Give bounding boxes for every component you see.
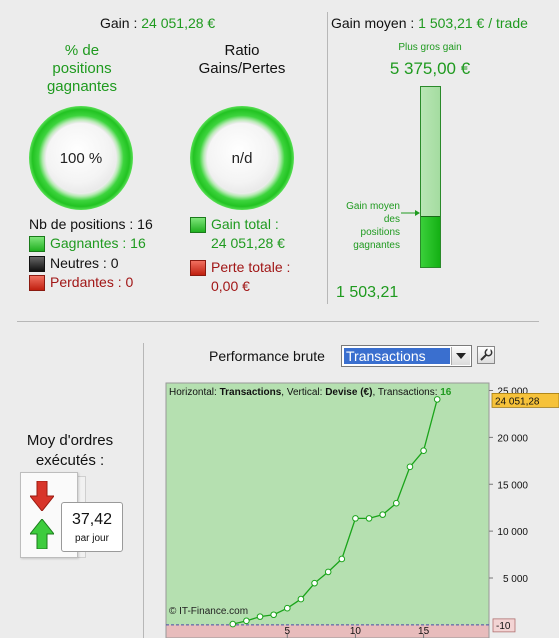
data-point xyxy=(338,555,346,563)
perte-totale-swatch xyxy=(190,260,206,276)
plus-gros-gain-label: Plus gros gain xyxy=(398,42,462,53)
ratio-donut: n/d xyxy=(190,106,294,210)
gain-moyen-label: Gain moyen : xyxy=(331,15,419,31)
orders-title-line-2: exécutés : xyxy=(35,452,105,469)
gain-moyen-line-3: positions xyxy=(360,227,400,238)
gain-moyen-arrow-icon xyxy=(401,210,420,216)
perte-totale-label: Perte totale : xyxy=(211,259,291,275)
gain-total-label: Gain total : xyxy=(211,216,279,232)
data-point xyxy=(393,499,400,507)
chart-header-part-1: Horizontal: xyxy=(169,387,220,398)
x-tick-label: 10 xyxy=(350,626,362,637)
orders-title: Moy d'ordres exécutés : xyxy=(8,431,132,471)
pct-title-line-3: gagnantes xyxy=(46,78,118,95)
perdantes-label: Perdantes : 0 xyxy=(50,274,134,290)
gain-header: Gain : 24 051,28 € xyxy=(100,15,215,31)
gain-moyen-positions-label: Gain moyen des positions gagnantes xyxy=(336,200,400,252)
data-point xyxy=(379,511,386,518)
chart-header: Horizontal: Transactions, Vertical: Devi… xyxy=(169,387,452,398)
gain-bar xyxy=(420,86,441,268)
data-point xyxy=(243,617,250,625)
vertical-divider-bottom xyxy=(143,343,144,638)
plus-gros-gain-value: 5 375,00 € xyxy=(389,59,471,78)
orders-title-line-1: Moy d'ordres xyxy=(26,432,114,449)
pct-title-line-1: % de xyxy=(64,42,100,59)
plot-positive-area xyxy=(166,383,489,625)
data-point xyxy=(256,613,264,620)
gain-moyen-line-4: gagnantes xyxy=(353,240,400,251)
baseline-label: -10 xyxy=(496,621,511,632)
neutres-label: Neutres : 0 xyxy=(50,255,119,271)
chart-header-part-6: 16 xyxy=(440,387,452,398)
gain-value: 24 051,28 € xyxy=(141,15,216,31)
gagnantes-label: Gagnantes : 16 xyxy=(50,235,146,251)
gain-moyen-bottom-value: 1 503,21 xyxy=(336,284,399,301)
data-point xyxy=(365,515,373,522)
data-point xyxy=(270,611,277,619)
ratio-title-line-1: Ratio xyxy=(224,42,260,59)
gain-moyen-value: 1 503,21 € / trade xyxy=(418,15,528,31)
chart-header-part-2: Transactions xyxy=(220,387,282,398)
gain-bar-fill xyxy=(421,215,440,267)
performance-label: Performance brute xyxy=(209,348,325,364)
gain-moyen-line-1: Gain moyen xyxy=(346,201,400,212)
y-tick-label: 10 000 xyxy=(497,527,528,538)
pct-title-line-2: positions xyxy=(52,60,112,77)
baseline-badge xyxy=(492,618,516,633)
vertical-divider-top xyxy=(327,12,328,304)
data-point xyxy=(311,579,318,587)
wrench-icon xyxy=(480,348,493,361)
y-tick-label: 25 000 xyxy=(497,387,528,398)
neutres-swatch xyxy=(29,256,45,272)
gain-moyen-header: Gain moyen : 1 503,21 € / trade xyxy=(331,15,528,31)
data-point xyxy=(229,620,237,628)
series-line xyxy=(232,399,438,625)
plot-frame xyxy=(165,382,490,638)
wrench-settings-button[interactable] xyxy=(477,346,495,364)
x-tick-label: 15 xyxy=(418,626,430,637)
y-tick-label: 5 000 xyxy=(503,574,528,585)
data-point xyxy=(352,515,359,522)
pct-positions-value: 100 % xyxy=(46,123,116,193)
pct-positions-donut: 100 % xyxy=(29,106,133,210)
gagnantes-swatch xyxy=(29,236,45,252)
y-tick-label: 15 000 xyxy=(497,480,528,491)
nb-positions: Nb de positions : 16 xyxy=(29,216,153,232)
data-point xyxy=(283,604,291,612)
x-tick-label: 5 xyxy=(285,626,291,637)
horizontal-divider xyxy=(17,321,539,322)
perte-totale-value: 0,00 € xyxy=(211,278,250,294)
dropdown-arrow-icon[interactable] xyxy=(451,347,470,365)
data-point xyxy=(297,595,305,603)
orders-unit: par jour xyxy=(75,533,109,544)
red-down-arrow-icon xyxy=(30,481,54,511)
data-point xyxy=(420,447,427,454)
pct-positions-title: % de positions gagnantes xyxy=(30,42,134,96)
chart-watermark: © IT-Finance.com xyxy=(169,606,248,617)
gain-label: Gain : xyxy=(100,15,142,31)
last-value-badge xyxy=(491,392,559,408)
gain-total-swatch xyxy=(190,217,206,233)
gain-total-value: 24 051,28 € xyxy=(211,235,285,251)
plot-negative-area xyxy=(166,624,489,638)
chart-header-part-4: Devise (€) xyxy=(325,387,372,398)
data-point xyxy=(433,396,441,403)
chart-header-part-3: , Vertical: xyxy=(281,387,325,398)
chart-header-part-5: , Transactions: xyxy=(372,387,440,398)
orders-value: 37,42 xyxy=(71,511,113,528)
data-point xyxy=(406,463,414,471)
gain-moyen-line-2: des xyxy=(383,214,400,225)
performance-selected-value: Transactions xyxy=(344,348,450,364)
y-tick-label: 20 000 xyxy=(497,433,528,444)
ratio-value: n/d xyxy=(207,123,277,193)
ratio-title: Ratio Gains/Pertes xyxy=(182,42,302,78)
ratio-title-line-2: Gains/Pertes xyxy=(198,60,286,77)
green-up-arrow-icon xyxy=(30,519,54,549)
orders-rate-box: 37,42 par jour xyxy=(61,502,123,552)
data-point xyxy=(324,568,332,576)
last-value-label: 24 051,28 xyxy=(495,396,540,407)
performance-select[interactable]: Transactions xyxy=(341,345,472,367)
perdantes-swatch xyxy=(29,275,45,291)
